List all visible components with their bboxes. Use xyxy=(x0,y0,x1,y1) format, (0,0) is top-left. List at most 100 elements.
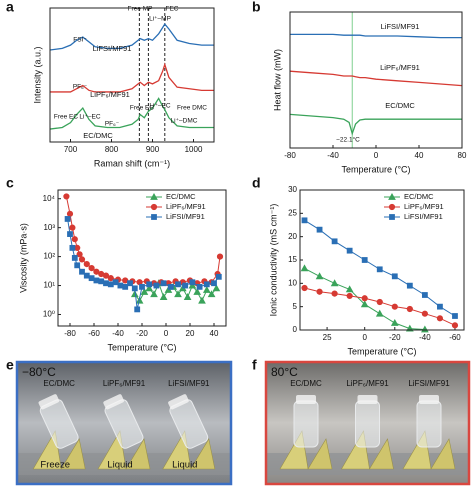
series-line xyxy=(304,287,456,326)
vial xyxy=(416,400,442,448)
data-point xyxy=(69,224,76,231)
legend-label: LiFSI/MF91 xyxy=(404,212,443,221)
legend-label: LiPF₆/MF91 xyxy=(404,202,444,211)
data-point xyxy=(67,231,73,237)
data-point xyxy=(63,193,70,200)
data-point xyxy=(346,247,353,254)
y-tick-label: 10⁰ xyxy=(43,310,55,319)
data-point xyxy=(390,318,399,326)
data-point xyxy=(391,273,398,280)
legend-label: LiFSI/MF91 xyxy=(166,212,205,221)
data-point xyxy=(188,281,197,289)
data-point xyxy=(316,288,323,295)
data-point xyxy=(203,281,210,288)
y-tick-label: 10 xyxy=(288,278,297,287)
sample-label: LiFSI/MF91 xyxy=(168,379,210,388)
data-point xyxy=(182,282,189,289)
data-point xyxy=(74,244,81,251)
annotation: Li⁺–EC xyxy=(79,114,100,121)
data-point xyxy=(436,315,444,322)
data-point xyxy=(107,275,114,282)
y-tick-label: 5 xyxy=(293,302,298,311)
data-point xyxy=(360,300,369,308)
data-point xyxy=(174,290,182,298)
plot-frame xyxy=(289,11,463,149)
data-point xyxy=(122,283,129,290)
data-point xyxy=(93,268,100,275)
data-point xyxy=(127,280,133,287)
state-label: Liquid xyxy=(107,460,132,471)
legend-marker xyxy=(150,203,158,211)
legend-label: LiPF₆/MF91 xyxy=(166,202,206,211)
panel-label: d xyxy=(252,175,261,191)
legend-label: LiFSI/MF91 xyxy=(381,22,420,31)
data-point xyxy=(83,272,90,279)
data-point xyxy=(301,284,308,292)
x-tick-label: -60 xyxy=(88,329,100,338)
y-tick-label: 20 xyxy=(288,232,297,241)
legend-label: EC/DMC xyxy=(385,101,415,110)
annotation: Li⁺–DMC xyxy=(171,118,198,125)
x-tick-label: 80 xyxy=(458,151,467,160)
data-point xyxy=(140,287,149,295)
panel-label: f xyxy=(252,357,257,373)
stand xyxy=(307,438,333,470)
x-tick-label: 25 xyxy=(323,333,332,342)
legend-marker xyxy=(389,214,395,220)
y-axis-title: Intensity (a.u.) xyxy=(32,46,42,103)
y-axis-title: Ionic conductivity (mS cm⁻¹) xyxy=(268,204,278,317)
panel-label: a xyxy=(6,0,14,15)
series-line xyxy=(50,62,214,93)
data-point xyxy=(159,293,168,300)
data-point xyxy=(301,217,308,224)
plot-frame xyxy=(57,189,227,327)
x-axis-title: Temperature (°C) xyxy=(347,346,416,356)
data-point xyxy=(69,244,76,251)
data-point xyxy=(376,298,383,306)
x-tick-label: -20 xyxy=(136,329,148,338)
annotation: Li⁺–MP xyxy=(149,16,171,23)
data-point xyxy=(196,283,203,290)
annotation: Free DMC xyxy=(177,105,207,112)
y-tick-label: 10² xyxy=(43,252,55,261)
series-line xyxy=(290,33,462,39)
data-point xyxy=(74,262,81,269)
panel-label: e xyxy=(6,357,14,373)
data-point xyxy=(207,290,216,298)
data-point xyxy=(361,257,368,263)
x-tick-label: 800 xyxy=(105,145,119,154)
data-point xyxy=(71,255,78,261)
series-line xyxy=(67,218,220,310)
x-axis-title: Temperature (°C) xyxy=(341,164,410,174)
data-point xyxy=(102,272,110,279)
data-point xyxy=(211,280,217,287)
legend-label: LiPF₆/MF91 xyxy=(90,90,130,99)
data-point xyxy=(146,281,153,288)
data-point xyxy=(122,277,129,284)
data-point xyxy=(130,290,139,298)
data-point xyxy=(316,226,323,233)
legend-label: EC/DMC xyxy=(83,131,113,140)
x-tick-label: -20 xyxy=(389,333,401,342)
temperature-label: −80°C xyxy=(22,365,56,379)
vial-cap xyxy=(168,394,189,410)
y-axis-title: Viscosity (mPa·s) xyxy=(18,223,28,293)
data-point xyxy=(153,282,160,289)
legend-marker xyxy=(388,203,396,211)
data-point xyxy=(406,305,413,313)
series-line xyxy=(49,23,214,51)
data-point xyxy=(421,292,428,298)
data-point xyxy=(212,284,221,292)
plot-frame xyxy=(49,7,215,143)
series-line xyxy=(49,97,214,130)
y-tick-label: 25 xyxy=(288,208,297,217)
data-point xyxy=(198,296,206,304)
vial xyxy=(355,400,380,448)
x-tick-label: 0 xyxy=(374,151,379,160)
y-tick-label: 0 xyxy=(293,325,298,334)
data-point xyxy=(66,210,74,217)
legend-marker xyxy=(150,192,158,200)
data-point xyxy=(76,251,83,258)
annotation: Free EC xyxy=(54,114,79,121)
